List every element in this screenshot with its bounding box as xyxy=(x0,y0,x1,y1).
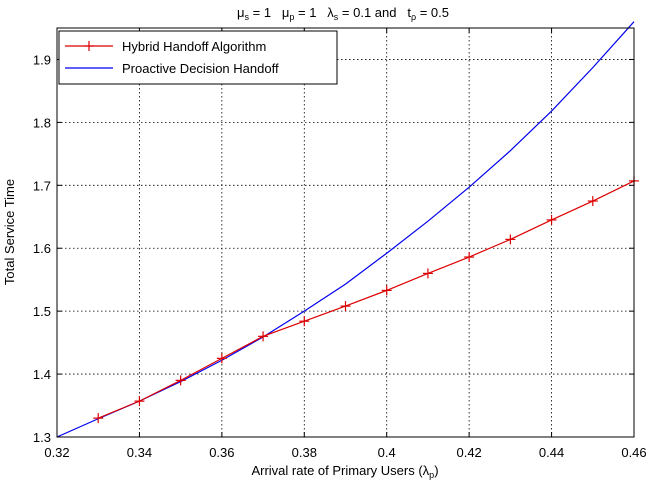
y-tick-label: 1.3 xyxy=(33,430,51,445)
y-tick-label: 1.7 xyxy=(33,178,51,193)
x-tick-labels: 0.32 0.34 0.36 0.38 0.4 0.42 0.44 0.46 xyxy=(44,445,646,460)
data-point-hybrid xyxy=(216,353,227,364)
y-axis-label: Total Service Time xyxy=(2,179,17,285)
data-point-hybrid xyxy=(340,301,351,312)
x-tick-label: 0.42 xyxy=(456,445,481,460)
data-point-hybrid xyxy=(93,413,104,424)
data-point-hybrid xyxy=(258,331,269,342)
x-tick-label: 0.32 xyxy=(44,445,69,460)
data-point-hybrid xyxy=(134,396,145,407)
legend-label-proactive: Proactive Decision Handoff xyxy=(122,61,279,76)
y-tick-label: 1.5 xyxy=(33,304,51,319)
data-point-hybrid xyxy=(299,316,310,327)
data-point-hybrid xyxy=(175,375,186,386)
data-point-hybrid xyxy=(464,252,475,263)
plot-frame xyxy=(56,27,635,438)
chart-title: μs = 1 μp = 1 λs = 0.1 and tρ = 0.5 xyxy=(237,5,449,22)
x-tick-label: 0.36 xyxy=(209,445,234,460)
x-tick-label: 0.44 xyxy=(539,445,564,460)
y-tick-label: 1.8 xyxy=(33,115,51,130)
y-tick-label: 1.9 xyxy=(33,52,51,67)
data-point-hybrid xyxy=(546,214,557,225)
x-tick-label: 0.46 xyxy=(621,445,646,460)
series-layer xyxy=(56,21,639,438)
data-point-hybrid xyxy=(587,196,598,207)
x-axis-label: Arrival rate of Primary Users (λp) xyxy=(251,463,438,480)
data-point-hybrid xyxy=(422,268,433,279)
legend-label-hybrid: Hybrid Handoff Algorithm xyxy=(122,39,266,54)
data-point-hybrid xyxy=(381,285,392,296)
y-tick-label: 1.4 xyxy=(33,367,51,382)
data-point-hybrid xyxy=(505,234,516,245)
y-tick-label: 1.6 xyxy=(33,241,51,256)
legend-box xyxy=(58,30,338,85)
y-tick-labels: 1.3 1.4 1.5 1.6 1.7 1.8 1.9 xyxy=(33,52,51,445)
x-tick-label: 0.34 xyxy=(127,445,152,460)
legend: Hybrid Handoff Algorithm Proactive Decis… xyxy=(58,30,338,85)
x-tick-label: 0.4 xyxy=(378,445,396,460)
x-tick-label: 0.38 xyxy=(292,445,317,460)
series-line-hybrid xyxy=(97,180,635,419)
